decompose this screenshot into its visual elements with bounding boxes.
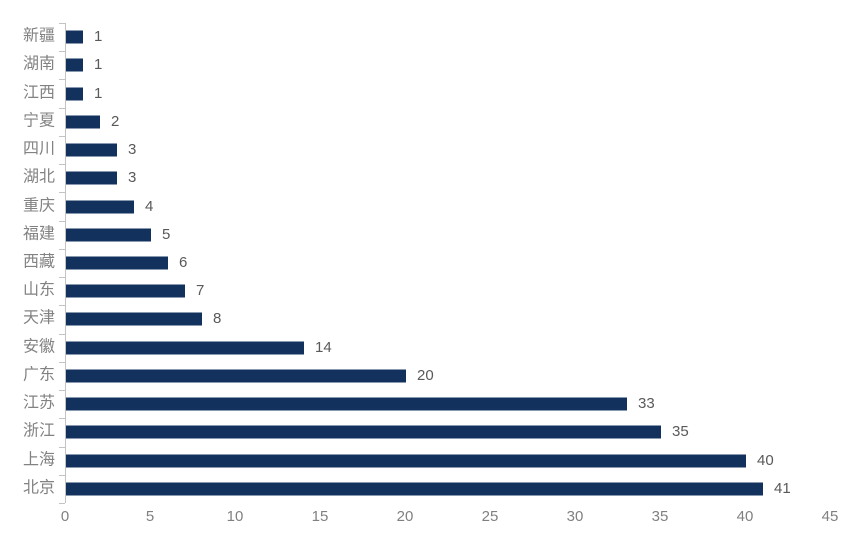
bar [66, 143, 117, 157]
x-axis-tick-label: 10 [226, 508, 244, 525]
category-label: 北京 [22, 479, 55, 497]
bar-row: 江苏 33 [0, 390, 865, 418]
y-axis-tick [59, 390, 65, 392]
bar-row: 北京 41 [0, 475, 865, 503]
bar [66, 312, 202, 326]
y-axis-tick [59, 333, 65, 335]
y-axis-tick [59, 51, 65, 53]
value-label: 2 [111, 112, 120, 130]
category-label: 湖南 [22, 55, 55, 73]
category-label: 江苏 [22, 394, 55, 412]
value-label: 1 [94, 84, 103, 102]
value-label: 8 [213, 310, 222, 328]
x-axis-tick-label: 45 [821, 508, 839, 525]
category-label: 山东 [22, 281, 55, 299]
category-label: 重庆 [22, 196, 55, 214]
bar-row: 安徽 14 [0, 334, 865, 362]
bar-row: 天津 8 [0, 305, 865, 333]
value-label: 6 [179, 253, 188, 271]
value-label: 3 [128, 169, 137, 187]
bar [66, 284, 185, 298]
value-label: 7 [196, 282, 205, 300]
bar-row: 新疆 1 [0, 23, 865, 51]
y-axis-tick [59, 446, 65, 448]
y-axis-tick [59, 107, 65, 109]
y-axis-tick [59, 79, 65, 81]
x-axis-tick-label: 35 [651, 508, 669, 525]
bar [66, 87, 83, 101]
category-label: 安徽 [22, 338, 55, 356]
y-axis-tick [59, 23, 65, 24]
value-label: 40 [757, 451, 774, 469]
y-axis-line [65, 23, 66, 503]
value-label: 1 [94, 28, 103, 46]
bar [66, 30, 83, 44]
bar [66, 425, 661, 439]
y-axis-tick [59, 361, 65, 363]
y-axis-tick [59, 418, 65, 420]
value-label: 3 [128, 140, 137, 158]
bar-row: 上海 40 [0, 447, 865, 475]
y-axis-tick [59, 277, 65, 279]
bar [66, 171, 117, 185]
y-axis-tick [59, 164, 65, 166]
value-label: 20 [417, 366, 434, 384]
bar [66, 369, 406, 383]
y-axis-tick [59, 503, 65, 504]
category-label: 广东 [22, 366, 55, 384]
category-label: 福建 [22, 225, 55, 243]
x-axis-tick-label: 20 [396, 508, 414, 525]
bar-row: 江西 1 [0, 79, 865, 107]
x-axis-tick-label: 15 [311, 508, 329, 525]
bar-row: 宁夏 2 [0, 108, 865, 136]
y-axis-tick [59, 135, 65, 137]
bar-row: 西藏 6 [0, 249, 865, 277]
bar [66, 341, 304, 355]
category-label: 浙江 [22, 422, 55, 440]
x-axis-tick-label: 0 [60, 508, 70, 525]
bar [66, 228, 151, 242]
y-axis-tick [59, 474, 65, 476]
bar [66, 115, 100, 129]
value-label: 14 [315, 338, 332, 356]
y-axis-tick [59, 305, 65, 307]
bar-row: 湖北 3 [0, 164, 865, 192]
value-label: 35 [672, 423, 689, 441]
bar-row: 四川 3 [0, 136, 865, 164]
y-axis-tick [59, 248, 65, 250]
value-label: 5 [162, 225, 171, 243]
value-label: 4 [145, 197, 154, 215]
category-label: 天津 [22, 309, 55, 327]
category-label: 新疆 [22, 27, 55, 45]
bar [66, 200, 134, 214]
category-label: 宁夏 [22, 112, 55, 130]
category-label: 四川 [22, 140, 55, 158]
category-label: 江西 [22, 83, 55, 101]
x-axis-tick-label: 40 [736, 508, 754, 525]
y-axis-tick [59, 192, 65, 194]
bar [66, 256, 168, 270]
value-label: 1 [94, 56, 103, 74]
bar-row: 广东 20 [0, 362, 865, 390]
bar [66, 58, 83, 72]
category-label: 上海 [22, 450, 55, 468]
bar-row: 浙江 35 [0, 418, 865, 446]
bar [66, 482, 763, 496]
value-label: 33 [638, 395, 655, 413]
bar-row: 湖南 1 [0, 51, 865, 79]
bar [66, 454, 746, 468]
bar-row: 福建 5 [0, 221, 865, 249]
value-label: 41 [774, 479, 791, 497]
x-axis-tick-label: 30 [566, 508, 584, 525]
category-label: 湖北 [22, 168, 55, 186]
bar-row: 山东 7 [0, 277, 865, 305]
bar-row: 重庆 4 [0, 192, 865, 220]
x-axis-tick-label: 25 [481, 508, 499, 525]
y-axis-tick [59, 220, 65, 222]
bar [66, 397, 627, 411]
x-axis-tick-label: 5 [145, 508, 155, 525]
category-label: 西藏 [22, 253, 55, 271]
